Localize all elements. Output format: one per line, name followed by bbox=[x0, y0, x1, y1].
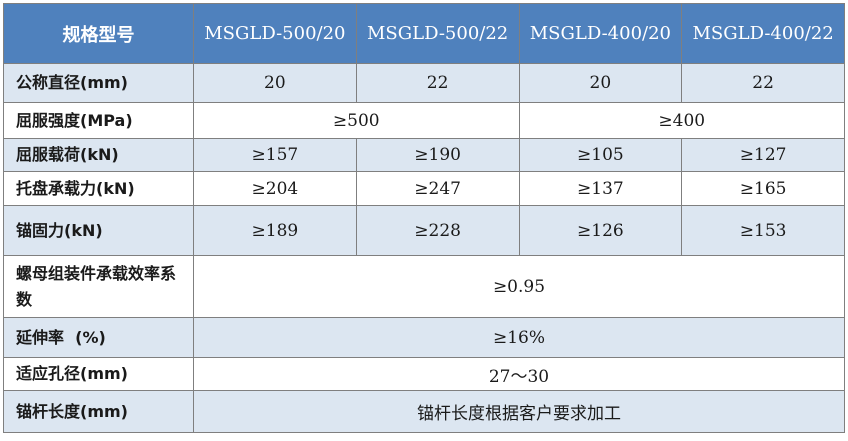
header-model-1: MSGLD-500/20 bbox=[193, 3, 357, 64]
header-label: 规格型号 bbox=[3, 3, 194, 64]
cell-value: ≥105 bbox=[518, 138, 683, 172]
row-nut-efficiency: 螺母组装件承载效率系数 ≥0.95 bbox=[3, 255, 845, 318]
cell-value: 22 bbox=[681, 63, 845, 103]
row-label: 屈服载荷(kN) bbox=[3, 138, 194, 172]
cell-value: ≥127 bbox=[681, 138, 845, 172]
cell-value: ≥137 bbox=[518, 171, 683, 206]
row-nominal-diameter: 公称直径(mm) 20 22 20 22 bbox=[3, 63, 845, 103]
row-hole-diameter: 适应孔径(mm) 27～30 bbox=[3, 357, 845, 391]
row-label: 锚杆长度(mm) bbox=[3, 390, 194, 433]
row-bolt-length: 锚杆长度(mm) 锚杆长度根据客户要求加工 bbox=[3, 390, 845, 433]
row-label: 锚固力(kN) bbox=[3, 205, 194, 256]
cell-value: 锚杆长度根据客户要求加工 bbox=[193, 390, 845, 433]
cell-value: ≥165 bbox=[681, 171, 845, 206]
cell-value: ≥228 bbox=[355, 205, 520, 256]
row-yield-strength: 屈服强度(MPa) ≥500 ≥400 bbox=[3, 102, 845, 139]
row-yield-load: 屈服载荷(kN) ≥157 ≥190 ≥105 ≥127 bbox=[3, 138, 845, 172]
row-label: 延伸率 (%) bbox=[3, 317, 194, 358]
cell-value: 27～30 bbox=[193, 357, 845, 391]
cell-value: ≥189 bbox=[193, 205, 357, 256]
row-anchoring-force: 锚固力(kN) ≥189 ≥228 ≥126 ≥153 bbox=[3, 205, 845, 256]
spec-table-container: 规格型号 MSGLD-500/20 MSGLD-500/22 MSGLD-400… bbox=[3, 3, 845, 433]
header-model-2: MSGLD-500/22 bbox=[355, 3, 520, 64]
row-tray-capacity: 托盘承载力(kN) ≥204 ≥247 ≥137 ≥165 bbox=[3, 171, 845, 206]
cell-value: 20 bbox=[518, 63, 683, 103]
row-label: 托盘承载力(kN) bbox=[3, 171, 194, 206]
cell-value: ≥190 bbox=[355, 138, 520, 172]
cell-value: ≥400 bbox=[518, 102, 845, 139]
cell-value: ≥126 bbox=[518, 205, 683, 256]
cell-value: ≥157 bbox=[193, 138, 357, 172]
row-label: 适应孔径(mm) bbox=[3, 357, 194, 391]
spec-table: 规格型号 MSGLD-500/20 MSGLD-500/22 MSGLD-400… bbox=[3, 3, 845, 433]
cell-value: ≥500 bbox=[193, 102, 520, 139]
row-label: 屈服强度(MPa) bbox=[3, 102, 194, 139]
header-model-3: MSGLD-400/20 bbox=[518, 3, 683, 64]
row-label: 公称直径(mm) bbox=[3, 63, 194, 103]
cell-value: ≥153 bbox=[681, 205, 845, 256]
row-label: 螺母组装件承载效率系数 bbox=[3, 255, 194, 318]
header-model-4: MSGLD-400/22 bbox=[681, 3, 845, 64]
cell-value: ≥204 bbox=[193, 171, 357, 206]
row-elongation: 延伸率 (%) ≥16% bbox=[3, 317, 845, 358]
cell-value: 22 bbox=[355, 63, 520, 103]
cell-value: ≥247 bbox=[355, 171, 520, 206]
cell-value: 20 bbox=[193, 63, 357, 103]
header-row: 规格型号 MSGLD-500/20 MSGLD-500/22 MSGLD-400… bbox=[3, 3, 845, 64]
cell-value: ≥16% bbox=[193, 317, 845, 358]
cell-value: ≥0.95 bbox=[193, 255, 845, 318]
